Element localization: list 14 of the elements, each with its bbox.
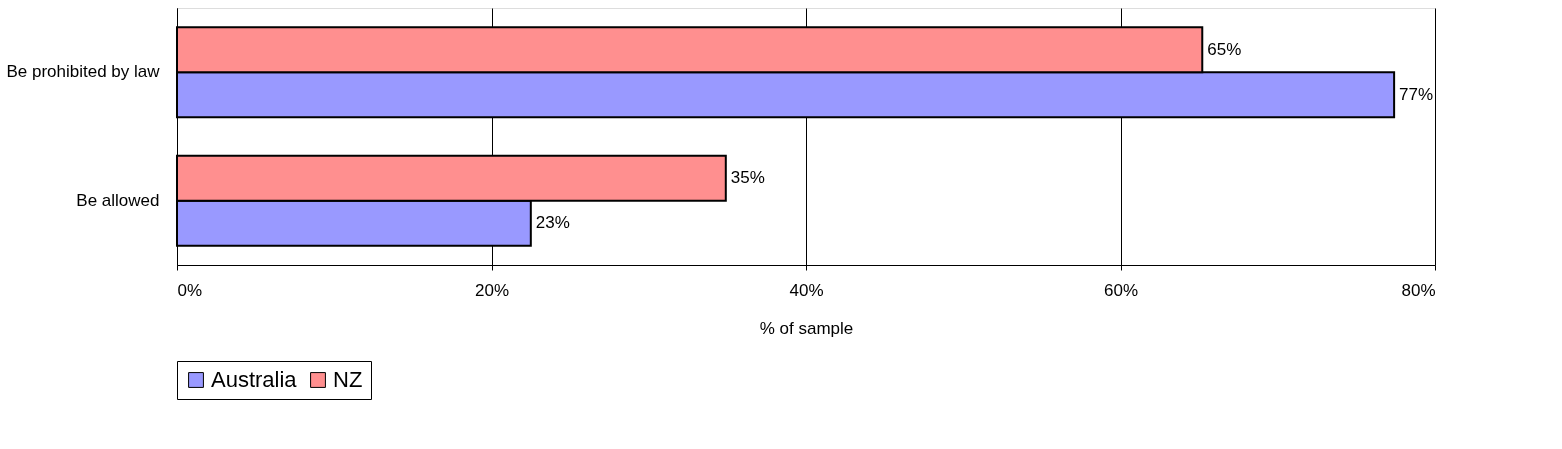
y-tick-label: Be allowed xyxy=(76,190,160,210)
data-label: 23% xyxy=(535,213,570,233)
x-tick-label: 40% xyxy=(789,280,824,300)
x-tick-label: 20% xyxy=(474,280,510,300)
data-label: 65% xyxy=(1207,39,1242,59)
data-label: 35% xyxy=(730,168,765,188)
y-tick-label: Be prohibited by law xyxy=(6,62,161,82)
x-tick-label: 60% xyxy=(1103,280,1139,300)
x-tick-label: 0% xyxy=(177,280,203,300)
legend-label: Australia xyxy=(211,367,298,392)
x-tick-label: 80% xyxy=(1401,280,1436,300)
legend-label: NZ xyxy=(333,367,363,392)
x-axis-title: % of sample xyxy=(759,318,854,338)
data-label: 77% xyxy=(1399,84,1434,104)
